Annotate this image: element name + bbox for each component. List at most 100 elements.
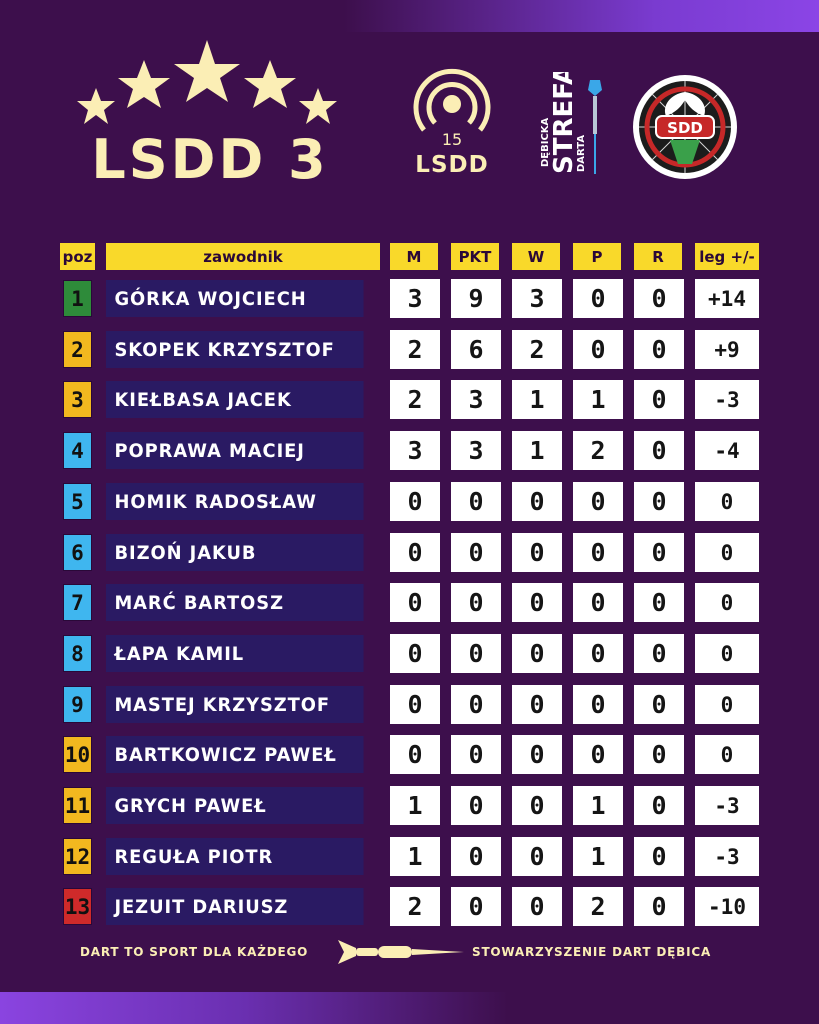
row-pkt-value: 0 [451,786,501,825]
row-pkt-value: 0 [451,837,501,876]
row-r-value: 0 [634,735,684,774]
row-leg-value: 0 [695,583,759,622]
row-position: 6 [63,534,92,571]
row-m-value: 0 [390,685,440,724]
row-pkt-value: 3 [451,380,501,419]
row-r-value: 0 [634,583,684,622]
row-m-value: 2 [390,330,440,369]
row-player-name: MASTEJ KRZYSZTOF [106,686,364,723]
row-pkt-value: 6 [451,330,501,369]
row-position: 12 [63,838,92,875]
row-leg-value: 0 [695,634,759,673]
row-r-value: 0 [634,279,684,318]
row-position: 3 [63,381,92,418]
star-icon [118,60,170,108]
row-leg-value: -3 [695,380,759,419]
page-title: LSDD 3 [91,128,329,191]
col-header-r: R [634,243,682,270]
row-m-value: 1 [390,786,440,825]
svg-text:DARTA: DARTA [576,135,587,172]
row-leg-value: +9 [695,330,759,369]
bottom-gradient-band [0,992,819,1024]
row-p-value: 1 [573,837,623,876]
row-r-value: 0 [634,887,684,926]
row-leg-value: -4 [695,431,759,470]
row-leg-value: -3 [695,786,759,825]
row-m-value: 0 [390,735,440,774]
row-p-value: 0 [573,482,623,521]
row-w-value: 0 [512,887,562,926]
row-position: 8 [63,635,92,672]
row-w-value: 3 [512,279,562,318]
row-leg-value: 0 [695,482,759,521]
dart-icon [588,80,602,174]
lsdd-logo: 15 LSDD [404,68,500,188]
row-position: 1 [63,280,92,317]
row-position: 11 [63,787,92,824]
row-m-value: 2 [390,887,440,926]
row-p-value: 1 [573,786,623,825]
row-position: 7 [63,584,92,621]
star-icon [77,88,115,124]
row-p-value: 0 [573,279,623,318]
row-w-value: 0 [512,837,562,876]
row-pkt-value: 0 [451,533,501,572]
row-leg-value: -10 [695,887,759,926]
row-pkt-value: 0 [451,583,501,622]
lsdd-logo-number: 15 [441,130,463,149]
row-r-value: 0 [634,482,684,521]
sdd-crest-logo: SDD [633,75,737,179]
svg-text:DĘBICKA: DĘBICKA [540,117,551,167]
col-header-w: W [512,243,560,270]
row-m-value: 3 [390,279,440,318]
row-player-name: REGUŁA PIOTR [106,838,364,875]
footer-slogan: DART TO SPORT DLA KAŻDEGO [80,945,309,959]
row-r-value: 0 [634,685,684,724]
row-r-value: 0 [634,634,684,673]
row-m-value: 0 [390,533,440,572]
row-pkt-value: 0 [451,685,501,724]
dart-icon [338,940,464,964]
row-p-value: 0 [573,634,623,673]
row-position: 10 [63,736,92,773]
row-pkt-value: 9 [451,279,501,318]
row-w-value: 0 [512,786,562,825]
row-player-name: BIZOŃ JAKUB [106,534,364,571]
five-stars-icon [77,40,337,124]
col-header-player: zawodnik [106,243,380,270]
row-leg-value: 0 [695,533,759,572]
target-rings-icon [413,68,491,132]
row-w-value: 0 [512,583,562,622]
row-w-value: 0 [512,735,562,774]
row-p-value: 1 [573,380,623,419]
strefa-darta-logo: DĘBICKA STREFA DARTA [540,72,602,174]
row-player-name: GÓRKA WOJCIECH [106,280,364,317]
row-player-name: MARĆ BARTOSZ [106,584,364,621]
row-pkt-value: 0 [451,887,501,926]
row-m-value: 2 [390,380,440,419]
top-gradient-band [0,0,819,32]
row-w-value: 1 [512,431,562,470]
row-p-value: 2 [573,431,623,470]
row-leg-value: +14 [695,279,759,318]
row-p-value: 0 [573,685,623,724]
row-player-name: JEZUIT DARIUSZ [106,888,364,925]
svg-text:SDD: SDD [667,119,703,137]
row-pkt-value: 0 [451,735,501,774]
row-player-name: ŁAPA KAMIL [106,635,364,672]
row-m-value: 0 [390,583,440,622]
row-p-value: 0 [573,330,623,369]
row-leg-value: -3 [695,837,759,876]
svg-text:STREFA: STREFA [549,72,579,174]
star-icon [299,88,337,124]
row-pkt-value: 0 [451,634,501,673]
star-icon [244,60,296,108]
footer-organization: STOWARZYSZENIE DART DĘBICA [472,945,712,959]
row-r-value: 0 [634,786,684,825]
row-r-value: 0 [634,837,684,876]
row-r-value: 0 [634,431,684,470]
row-position: 2 [63,331,92,368]
row-p-value: 0 [573,735,623,774]
row-player-name: HOMIK RADOSŁAW [106,483,364,520]
row-r-value: 0 [634,533,684,572]
